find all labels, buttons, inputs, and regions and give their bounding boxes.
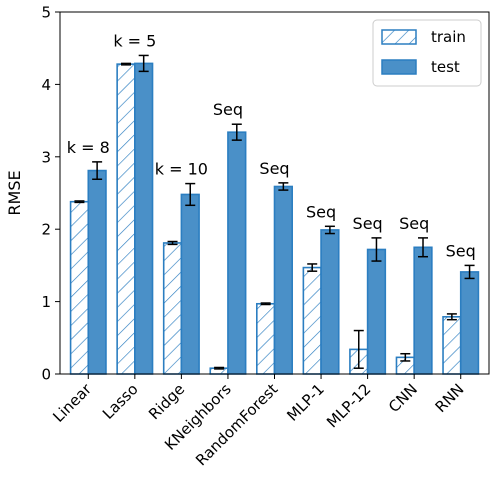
bar-annotation: Seq — [306, 202, 336, 221]
bar-annotation: Seq — [399, 214, 429, 233]
bar-annotation: Seq — [353, 214, 383, 233]
x-tick-label: RNN — [432, 380, 468, 416]
bar-annotation: Seq — [259, 159, 289, 178]
legend-swatch-test — [381, 59, 417, 75]
legend-swatch-train — [381, 29, 417, 45]
y-tick-label: 5 — [41, 4, 51, 22]
test-bar — [459, 271, 480, 375]
bar-annotation: k = 5 — [113, 31, 156, 50]
train-bar — [162, 242, 183, 375]
y-tick-label: 3 — [41, 148, 51, 166]
bar-annotation: Seq — [446, 241, 476, 260]
bar-annotation: k = 10 — [155, 160, 208, 179]
x-tick-label: RandomForest — [192, 380, 281, 469]
test-bar — [413, 246, 433, 375]
train-bar — [116, 63, 136, 375]
y-tick-label: 4 — [41, 76, 51, 94]
annotations-group: k = 8 k = 5 k = 10 Seq Seq Seq Seq Seq Seq — [67, 31, 476, 260]
legend-label-train: train — [431, 28, 466, 46]
test-bar — [87, 169, 107, 375]
test-bar — [320, 229, 340, 375]
x-tick-label: MLP-12 — [323, 380, 374, 431]
bars-group — [69, 62, 480, 375]
train-bar — [69, 200, 90, 375]
bar-annotation: Seq — [213, 100, 243, 119]
legend: train test — [372, 19, 482, 87]
x-tick-label: Lasso — [99, 380, 142, 423]
train-bar — [256, 302, 276, 375]
bar-annotation: k = 8 — [67, 138, 110, 157]
test-bar — [366, 248, 387, 375]
y-tick-label: 2 — [41, 221, 51, 239]
train-bar — [302, 266, 322, 375]
x-tick-label: Ridge — [145, 380, 188, 423]
test-bar — [273, 185, 293, 375]
test-bar — [227, 131, 247, 375]
error-bars-group — [74, 54, 475, 370]
train-bar — [442, 316, 462, 375]
legend-label-test: test — [431, 58, 460, 76]
test-bar — [180, 193, 200, 375]
test-bar — [134, 62, 154, 375]
y-axis: 0 1 2 3 4 5 — [41, 4, 60, 384]
x-tick-label: MLP-1 — [283, 380, 328, 425]
x-tick-label: Linear — [49, 380, 95, 426]
y-tick-label: 1 — [41, 293, 51, 311]
x-tick-label: CNN — [385, 380, 421, 416]
y-axis-label: RMSE — [5, 170, 24, 215]
y-tick-label: 0 — [41, 366, 51, 384]
